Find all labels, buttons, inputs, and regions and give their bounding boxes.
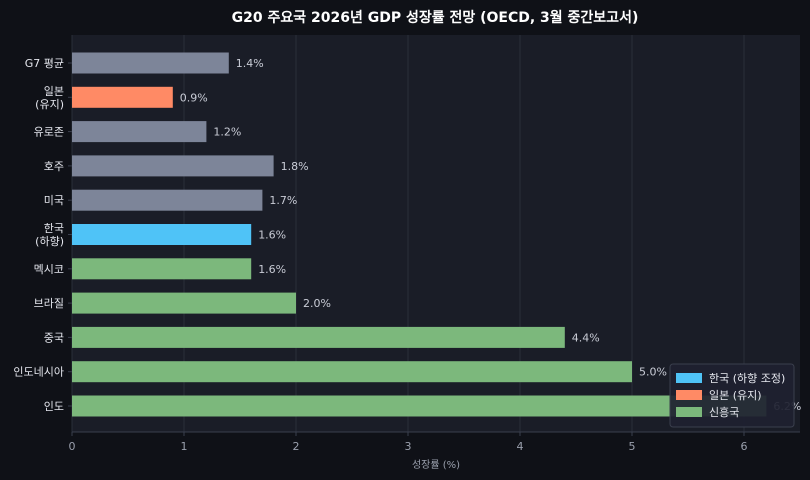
chart-title: G20 주요국 2026년 GDP 성장률 전망 (OECD, 3월 중간보고서… — [232, 9, 639, 26]
legend-swatch — [676, 373, 702, 383]
bar-value-label: 0.9% — [180, 91, 208, 104]
bar-value-label: 1.7% — [269, 194, 297, 207]
y-category-label: 인도네시아 — [13, 366, 64, 379]
y-category-label: 미국 — [44, 194, 64, 207]
y-category-label: 인도 — [44, 400, 64, 413]
bar — [72, 121, 207, 143]
bar — [72, 361, 632, 383]
y-category-label: 유로존 — [34, 126, 64, 139]
bar-value-label: 4.4% — [572, 331, 600, 344]
x-axis-label: 성장률 (%) — [412, 459, 460, 471]
bar — [72, 86, 173, 108]
bar — [72, 224, 252, 245]
legend-label: 일본 (유지) — [709, 388, 762, 402]
bar — [72, 189, 263, 211]
legend: 한국 (하향 조정) 일본 (유지) 신흥국 — [669, 363, 795, 428]
y-category-label: 멕시코 — [34, 263, 64, 276]
x-tick-label: 4 — [517, 440, 524, 453]
bar-value-label: 1.8% — [281, 160, 309, 173]
y-category-label: (하향) — [35, 234, 64, 248]
bar — [72, 52, 229, 74]
legend-label: 한국 (하향 조정) — [709, 371, 785, 385]
legend-swatch — [676, 407, 702, 417]
bar — [72, 326, 565, 348]
y-category-label: 호주 — [44, 160, 64, 173]
bar-value-label: 1.4% — [236, 57, 264, 70]
x-tick-label: 5 — [629, 440, 636, 453]
x-axis-ticks: 0 1 2 3 4 5 6 — [69, 431, 800, 453]
legend-label: 신흥국 — [709, 405, 739, 419]
bar — [72, 395, 767, 417]
x-tick-label: 6 — [741, 440, 748, 453]
x-tick-label: 3 — [405, 440, 412, 453]
bar — [72, 155, 274, 177]
y-category-label: 한국 — [44, 222, 64, 235]
y-category-label: 중국 — [44, 331, 64, 344]
bar-value-label: 1.6% — [258, 229, 286, 242]
bar — [72, 292, 296, 314]
bar-value-label: 5.0% — [639, 366, 667, 379]
y-category-label: 일본 — [44, 84, 64, 98]
y-category-label: G7 평균 — [25, 57, 64, 70]
x-tick-label: 2 — [293, 440, 300, 453]
bar — [72, 258, 252, 280]
legend-swatch — [676, 390, 702, 400]
bar-value-label: 1.6% — [258, 263, 286, 276]
y-category-label: (유지) — [35, 98, 64, 111]
bar-value-label: 2.0% — [303, 297, 331, 310]
bars — [72, 52, 767, 417]
bar-value-label: 1.2% — [213, 126, 241, 139]
y-category-label: 브라질 — [34, 297, 64, 310]
x-tick-label: 0 — [69, 440, 76, 453]
x-tick-label: 1 — [181, 440, 188, 453]
